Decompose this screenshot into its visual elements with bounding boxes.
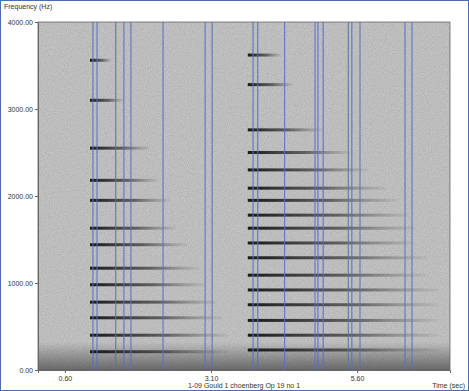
partial [248,319,439,322]
y-tick: 2000.00 [8,193,38,200]
partial [90,301,217,304]
y-tick: 0.00 [19,367,38,374]
y-tick-label: 1000.00 [8,280,33,287]
y-tick: 3000.00 [8,106,38,113]
noise-texture [38,22,450,370]
onset-marker [257,22,258,370]
x-axis-title: Time (sec) [432,382,465,390]
onset-marker [317,22,318,370]
partial [248,227,416,230]
partial [248,151,351,154]
partial [248,214,410,217]
partial [90,199,170,202]
partial [248,348,439,351]
onset-marker [205,22,206,370]
x-tick-mark [211,370,212,373]
y-tick-mark [35,22,38,23]
y-tick-label: 3000.00 [8,106,33,113]
outer-frame [1,1,469,391]
onset-marker [323,22,324,370]
onset-marker [130,22,131,370]
partial [248,187,387,190]
x-tick-label: 5.60 [351,375,365,382]
onset-marker [252,22,253,370]
x-tick: 3.10 [205,370,219,382]
chart-root: 0.60 3.10 5.60 0.00 1000.00 2000.00 3000.00 400… [0,0,469,391]
onset-marker [284,22,285,370]
x-tick-label: 0.60 [59,375,73,382]
onset-marker [348,22,349,370]
y-tick-mark [35,196,38,197]
plot: 0.60 3.10 5.60 0.00 1000.00 2000.00 3000.00 400… [8,19,451,382]
onset-marker [92,22,93,370]
onset-marker [115,22,116,370]
onset-marker [404,22,405,370]
low-band-shade [38,342,450,370]
partial [248,256,427,259]
axis-line [39,371,451,374]
partial [248,334,439,337]
y-tick-label: 4000.00 [8,19,33,26]
partial [90,267,199,270]
marks [90,22,439,370]
partial [90,243,188,246]
partial [90,99,123,102]
partial [90,316,223,319]
partial [90,350,229,353]
title: 1-09 Gould 1 choenberg Op 19 no 1 [188,382,300,390]
partial [248,274,427,277]
partial [248,288,439,291]
onset-marker [212,22,213,370]
x-tick-mark [65,370,66,373]
y-tick-mark [35,370,38,371]
partial [248,168,369,171]
plot-frame [38,22,450,370]
partial [90,283,205,286]
partial [90,147,150,150]
x-tick-label: 3.10 [205,375,219,382]
y-tick-mark [35,109,38,110]
onset-marker [162,22,163,370]
x-tick: 0.60 [59,370,73,382]
y-axis: 0.00 1000.00 2000.00 3000.00 4000.00 [8,19,39,374]
y-tick: 1000.00 [8,280,38,287]
onset-marker [123,22,124,370]
partial [248,241,416,244]
y-tick-mark [35,283,38,284]
axis-line [35,23,39,371]
partial [248,83,293,86]
x-axis: 0.60 3.10 5.60 [39,370,451,382]
onset-marker [351,22,352,370]
y-axis-title: Frequency (Hz) [4,3,52,11]
plot-background [38,22,450,370]
onset-marker [314,22,315,370]
partial [248,303,439,306]
onset-marker [96,22,97,370]
y-tick-label: 0.00 [19,367,33,374]
x-tick-mark [357,370,358,373]
y-tick-label: 2000.00 [8,193,33,200]
onset-marker [359,22,360,370]
x-tick: 5.60 [351,370,365,382]
partial [90,334,229,337]
y-tick: 4000.00 [8,19,38,26]
onset-marker [411,22,412,370]
